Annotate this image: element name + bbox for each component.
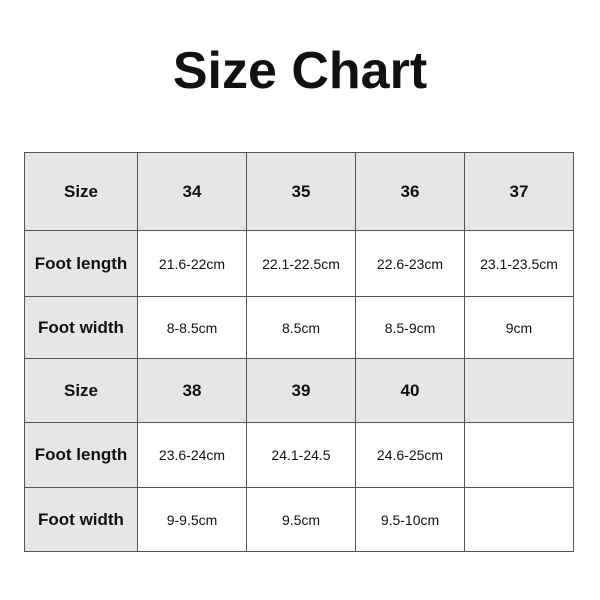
page-title: Size Chart: [172, 42, 428, 100]
row-label: Foot width: [24, 487, 138, 552]
foot-length-row: Foot length 21.6-22cm 22.1-22.5cm 22.6-23cm…: [24, 230, 574, 297]
table-cell: 23.1-23.5cm: [464, 230, 574, 297]
table-cell: 9-9.5cm: [137, 487, 247, 552]
table-cell: 36: [355, 152, 465, 231]
table-cell: 24.6-25cm: [355, 422, 465, 488]
table-cell: 37: [464, 152, 574, 231]
row-label: Size: [24, 152, 138, 231]
table-cell: 38: [137, 358, 247, 423]
table-cell: [464, 487, 574, 552]
table-cell: 21.6-22cm: [137, 230, 247, 297]
table-cell: 39: [246, 358, 356, 423]
foot-width-row: Foot width 9-9.5cm 9.5cm 9.5-10cm: [24, 487, 574, 552]
size-row: Size 38 39 40: [24, 358, 574, 423]
table-cell: [464, 422, 574, 488]
table-cell: 22.1-22.5cm: [246, 230, 356, 297]
table-cell: 35: [246, 152, 356, 231]
foot-length-row: Foot length 23.6-24cm 24.1-24.5 24.6-25cm: [24, 422, 574, 488]
table-cell: 24.1-24.5: [246, 422, 356, 488]
table-cell: 9.5cm: [246, 487, 356, 552]
table-cell: 8-8.5cm: [137, 296, 247, 359]
table-cell: 9cm: [464, 296, 574, 359]
foot-width-row: Foot width 8-8.5cm 8.5cm 8.5-9cm 9cm: [24, 296, 574, 359]
row-label: Foot width: [24, 296, 138, 359]
size-chart-table: Size 34 35 36 37 Foot length 21.6-22cm 22.1-22.…: [24, 152, 574, 552]
table-cell: [464, 358, 574, 423]
table-cell: 22.6-23cm: [355, 230, 465, 297]
table-cell: 8.5cm: [246, 296, 356, 359]
table-cell: 34: [137, 152, 247, 231]
table-cell: 9.5-10cm: [355, 487, 465, 552]
table-cell: 40: [355, 358, 465, 423]
table-cell: 8.5-9cm: [355, 296, 465, 359]
table-cell: 23.6-24cm: [137, 422, 247, 488]
size-row: Size 34 35 36 37: [24, 152, 574, 231]
row-label: Size: [24, 358, 138, 423]
row-label: Foot length: [24, 230, 138, 297]
row-label: Foot length: [24, 422, 138, 488]
